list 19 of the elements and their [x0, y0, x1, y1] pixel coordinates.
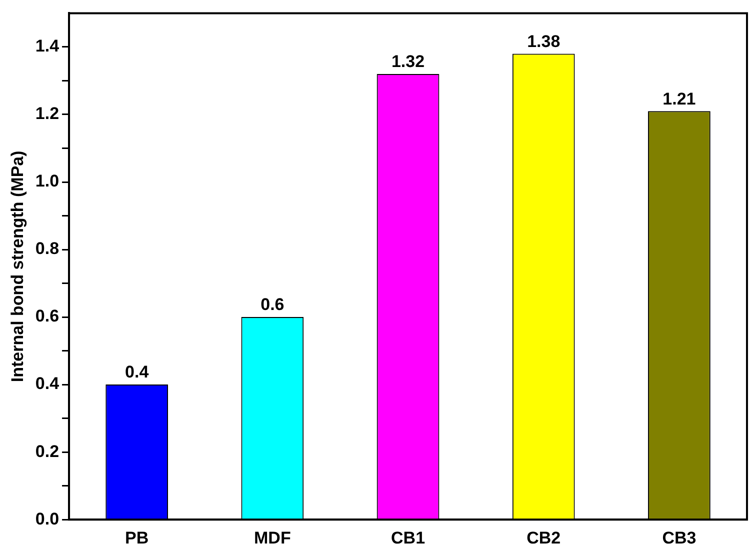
data-label: 1.32 — [391, 52, 425, 72]
y-tick-label: 1.4 — [35, 36, 60, 56]
data-label: 1.21 — [662, 89, 696, 108]
y-tick-label: 0.8 — [35, 239, 60, 258]
x-tick-label: CB3 — [662, 528, 696, 548]
y-tick-label: 1.2 — [35, 104, 60, 124]
y-tick-label: 0.2 — [35, 442, 60, 461]
y-tick-label: 0.0 — [35, 509, 60, 528]
data-label: 0.4 — [125, 362, 150, 382]
data-label: 0.6 — [260, 295, 284, 314]
y-tick-label: 0.6 — [35, 306, 60, 326]
x-tick-label: PB — [125, 528, 149, 548]
x-tick-label: MDF — [254, 528, 291, 548]
y-axis-title: Internal bond strength (MPa) — [8, 150, 27, 382]
x-tick-label: CB1 — [391, 528, 426, 548]
y-tick-label: 0.4 — [35, 374, 60, 394]
x-tick-label: CB2 — [526, 528, 561, 548]
data-label: 1.38 — [527, 32, 560, 51]
y-tick-label: 1.0 — [35, 172, 60, 191]
